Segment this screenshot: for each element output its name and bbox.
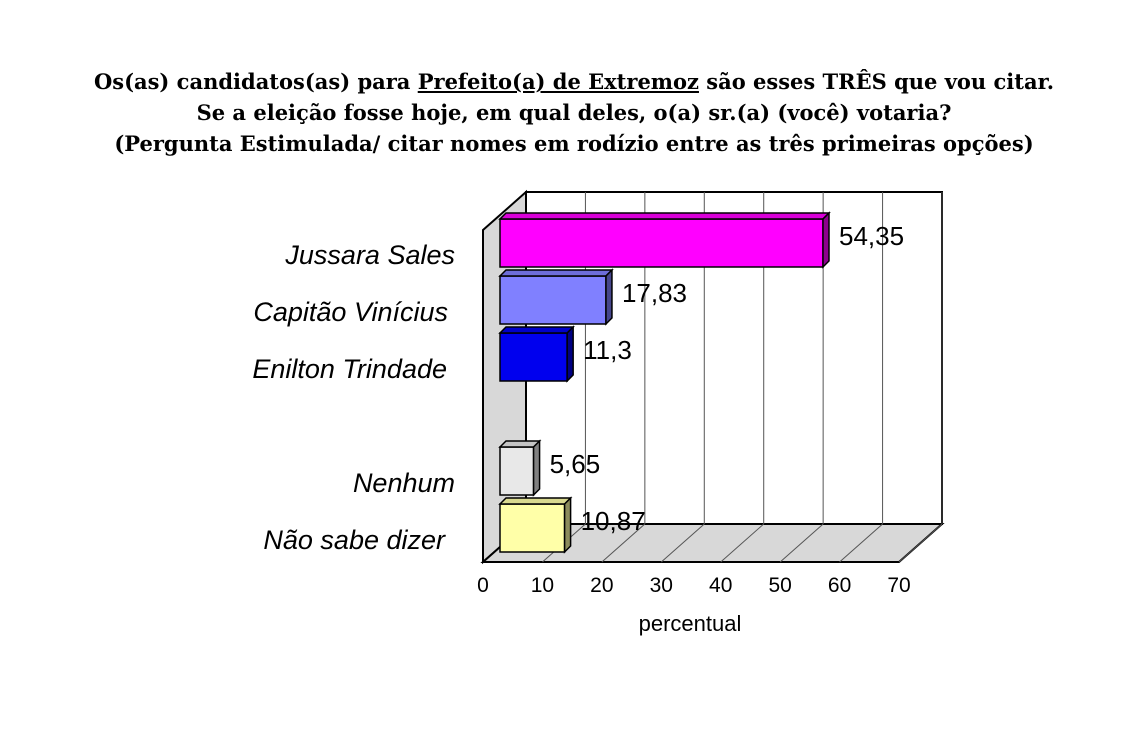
value-label: 54,35 bbox=[839, 221, 904, 251]
title-line-1: Os(as) candidatos(as) para Prefeito(a) d… bbox=[93, 69, 1055, 94]
floor-gridline bbox=[898, 523, 943, 563]
labels: 54,35 Jussara Sales 17,83 Capitão Vinícius 1… bbox=[252, 221, 910, 636]
category-label: Não sabe dizer bbox=[263, 525, 446, 555]
value-label: 10,87 bbox=[581, 506, 646, 536]
x-tick-label: 70 bbox=[887, 574, 910, 597]
category-label: Nenhum bbox=[353, 468, 455, 498]
bar bbox=[499, 446, 535, 496]
floor-gridline bbox=[839, 523, 883, 563]
x-tick-label: 40 bbox=[709, 574, 732, 597]
bar bbox=[499, 218, 824, 268]
bar-top bbox=[498, 212, 831, 220]
title-underlined-text: Prefeito(a) de Extremoz bbox=[417, 69, 699, 94]
category-label: Jussara Sales bbox=[284, 240, 455, 270]
x-tick-label: 0 bbox=[477, 574, 489, 597]
x-tick-label: 10 bbox=[531, 574, 554, 597]
bar-top bbox=[498, 497, 573, 505]
title-line-3: (Pergunta Estimulada/ citar nomes em rod… bbox=[114, 131, 1034, 156]
floor-gridline bbox=[660, 523, 705, 563]
category-label: Enilton Trindade bbox=[252, 354, 447, 384]
bar-side bbox=[532, 439, 541, 497]
bar-side bbox=[605, 268, 613, 326]
bar-top bbox=[498, 326, 575, 334]
title-line-2: Se a eleição fosse hoje, em qual deles, … bbox=[196, 100, 952, 125]
floor-gridline bbox=[720, 523, 765, 563]
chart-walls bbox=[480, 189, 945, 565]
x-axis-label: percentual bbox=[639, 611, 742, 636]
bars bbox=[498, 211, 831, 554]
x-tick-label: 20 bbox=[590, 574, 613, 597]
floor-gridline bbox=[779, 523, 824, 563]
bar-top bbox=[498, 269, 614, 277]
bar-side bbox=[563, 496, 572, 554]
bar-side bbox=[822, 211, 830, 269]
chart-title: Os(as) candidatos(as) para Prefeito(a) d… bbox=[0, 66, 1148, 159]
x-tick-label: 50 bbox=[768, 574, 791, 597]
category-label: Capitão Vinícius bbox=[253, 297, 448, 327]
bar-side bbox=[566, 325, 574, 383]
bar bbox=[499, 503, 566, 553]
bar bbox=[499, 275, 607, 325]
x-tick-label: 60 bbox=[828, 574, 851, 597]
value-label: 11,3 bbox=[583, 335, 632, 365]
value-label: 5,65 bbox=[550, 449, 601, 479]
value-label: 17,83 bbox=[622, 278, 687, 308]
floor-gridline bbox=[601, 523, 646, 563]
x-tick-label: 30 bbox=[650, 574, 673, 597]
bar bbox=[499, 332, 568, 382]
